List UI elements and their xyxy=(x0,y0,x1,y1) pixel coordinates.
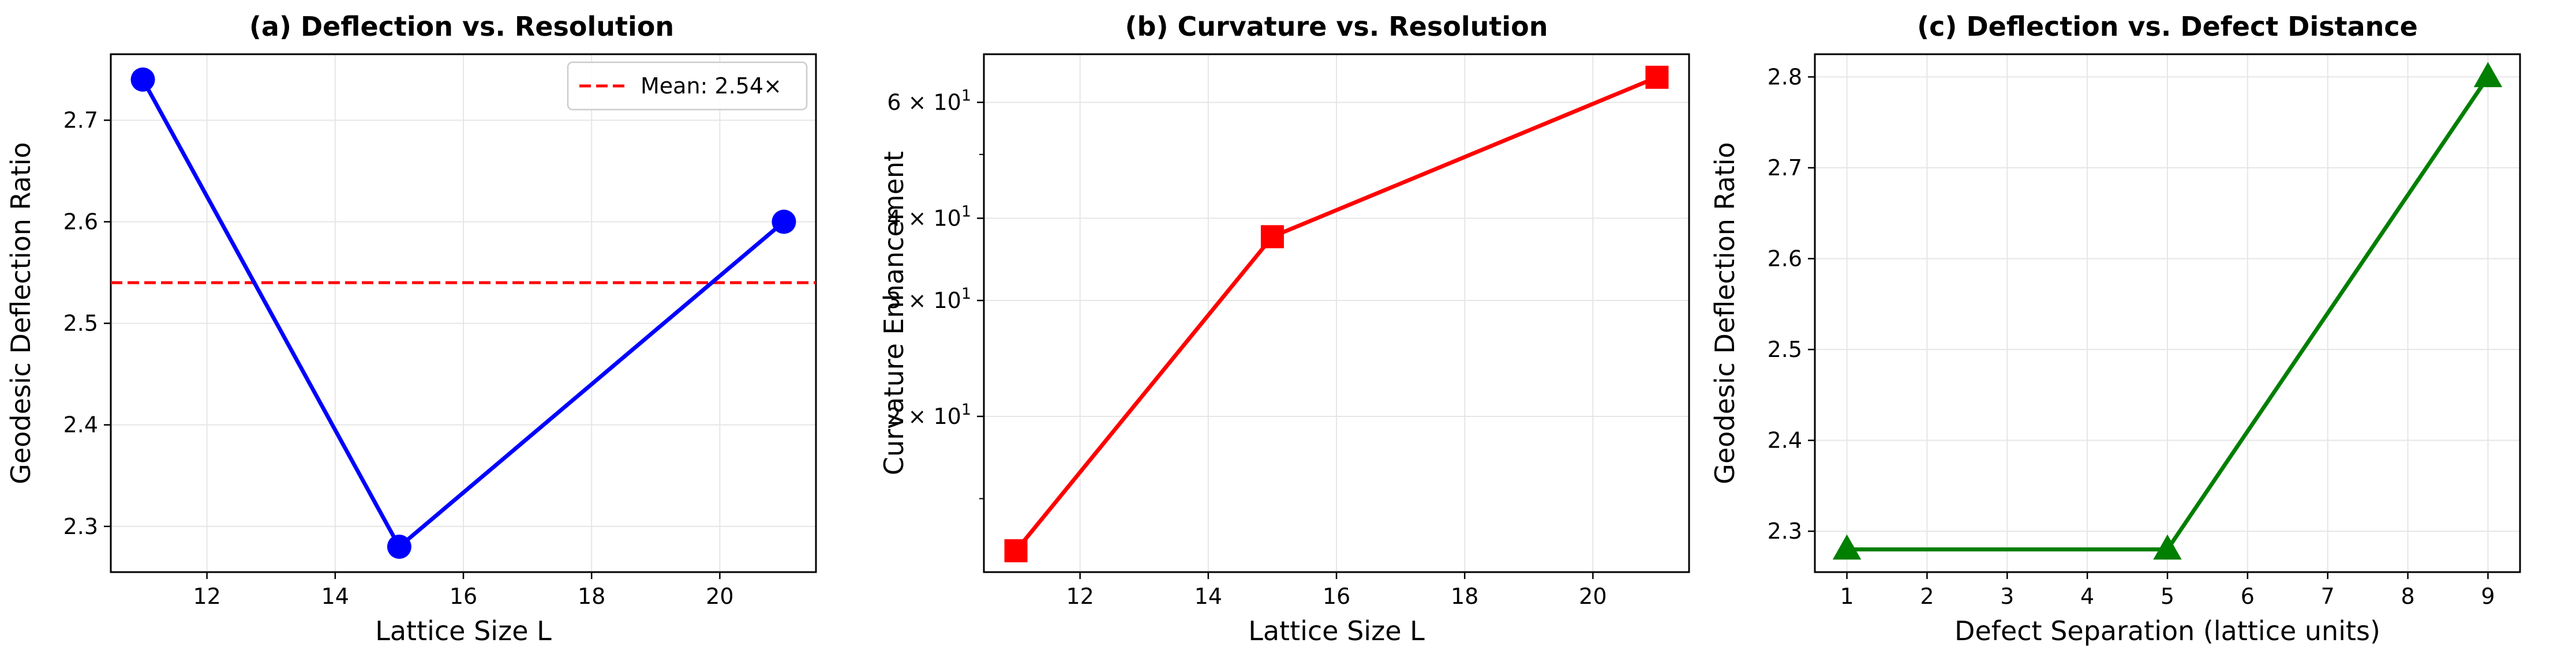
y-axis-label: Geodesic Deflection Ratio xyxy=(1709,142,1740,484)
x-tick-label: 9 xyxy=(2481,584,2495,609)
x-axis-label: Lattice Size L xyxy=(1248,615,1425,647)
grid xyxy=(111,54,816,572)
x-tick-label: 20 xyxy=(1579,584,1607,609)
x-tick-label: 14 xyxy=(1195,584,1222,609)
x-tick-label: 12 xyxy=(193,584,220,609)
grid xyxy=(984,54,1689,572)
legend-box xyxy=(567,61,808,111)
y-tick-exponent: 1 xyxy=(961,87,971,104)
y-tick-mantissa: 3 × 10 xyxy=(887,288,961,313)
y-tick-label: 2.3 xyxy=(63,514,98,539)
data-point xyxy=(130,67,155,92)
y-tick-label: 4 × 101 xyxy=(887,202,971,231)
y-tick-mantissa: 6 × 10 xyxy=(887,89,961,115)
y-tick-exponent: 1 xyxy=(961,202,971,220)
y-tick-label: 2.4 xyxy=(1768,428,1802,453)
x-tick-label: 4 xyxy=(2080,584,2094,609)
data-point xyxy=(1832,534,1862,560)
y-tick-label: 6 × 101 xyxy=(887,87,971,115)
x-tick-label: 2 xyxy=(1920,584,1934,609)
x-tick-label: 3 xyxy=(2000,584,2014,609)
y-tick-label: 2.4 xyxy=(63,412,98,438)
data-point xyxy=(2473,62,2503,88)
x-tick-label: 18 xyxy=(578,584,605,609)
chart-title: (c) Deflection vs. Defect Distance xyxy=(1917,11,2418,42)
y-tick-label: 2.5 xyxy=(1768,337,1802,362)
grid xyxy=(1815,54,2520,572)
data-point xyxy=(1004,539,1028,562)
y-tick-exponent: 1 xyxy=(961,285,971,303)
chart-title: (a) Deflection vs. Resolution xyxy=(249,11,674,42)
x-tick-label: 20 xyxy=(706,584,733,609)
y-tick-label: 2.6 xyxy=(1768,246,1802,271)
y-tick-label: 2.7 xyxy=(63,107,98,133)
data-point xyxy=(387,534,411,559)
x-tick-label: 18 xyxy=(1451,584,1478,609)
x-tick-label: 16 xyxy=(450,584,477,609)
x-tick-label: 16 xyxy=(1323,584,1350,609)
y-axis-label: Curvature Enhancement xyxy=(878,151,909,475)
y-tick-exponent: 1 xyxy=(961,401,971,419)
y-tick-label: 2 × 101 xyxy=(887,401,971,429)
y-tick-label: 2.8 xyxy=(1768,64,1802,89)
y-tick-label: 2.6 xyxy=(63,209,98,235)
x-axis-label: Defect Separation (lattice units) xyxy=(1955,615,2380,647)
x-tick-label: 12 xyxy=(1066,584,1094,609)
x-tick-label: 8 xyxy=(2401,584,2414,609)
data-point xyxy=(2153,534,2182,560)
y-axis-label: Geodesic Deflection Ratio xyxy=(5,142,36,484)
y-tick-mantissa: 4 × 10 xyxy=(887,205,961,231)
data-point xyxy=(772,209,796,234)
y-tick-mantissa: 2 × 10 xyxy=(887,404,961,429)
x-tick-label: 1 xyxy=(1840,584,1854,609)
x-tick-label: 6 xyxy=(2241,584,2255,609)
chart-panel-3: 1 2 3 4 5 6 7 8 9 2.3 2.4 2.5 2.6 2.7 2.8 (c) Deflectio… xyxy=(1709,11,2521,647)
x-tick-label: 14 xyxy=(321,584,349,609)
y-tick-label: 2.5 xyxy=(63,311,98,336)
data-point xyxy=(1260,225,1284,249)
y-tick-label: 2.7 xyxy=(1768,155,1802,181)
x-axis-label: Lattice Size L xyxy=(375,615,552,647)
legend: Mean: 2.54× xyxy=(567,61,808,111)
chart-title: (b) Curvature vs. Resolution xyxy=(1125,11,1548,42)
x-tick-label: 5 xyxy=(2161,584,2174,609)
y-tick-label: 3 × 101 xyxy=(887,285,971,313)
data-point xyxy=(1645,65,1669,89)
chart-panel-1: 12 14 16 18 20 2.3 2.4 2.5 2.6 2.7 (a) Deflection … xyxy=(5,11,817,647)
legend-label: Mean: 2.54× xyxy=(641,73,782,99)
x-tick-label: 7 xyxy=(2321,584,2335,609)
y-tick-label: 2.3 xyxy=(1768,518,1802,544)
